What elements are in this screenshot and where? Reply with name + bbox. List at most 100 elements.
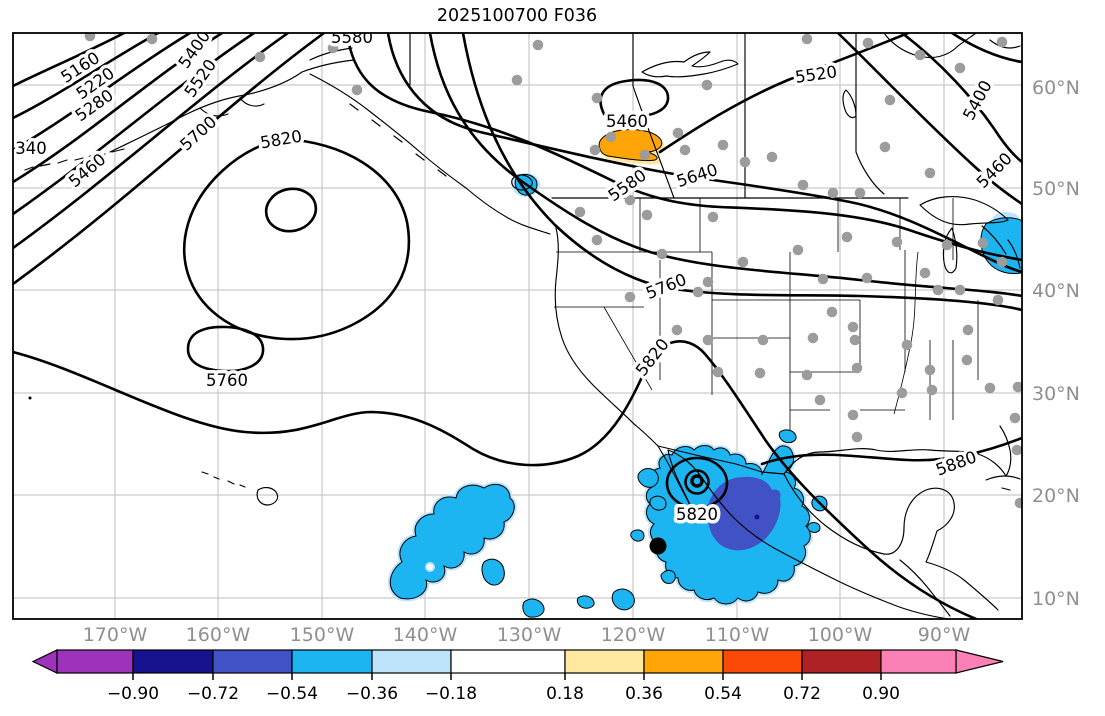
svg-text:5820: 5820 [259, 126, 304, 152]
station-dot [954, 62, 966, 74]
colorbar-segment [371, 649, 452, 674]
station-dot [1014, 497, 1022, 509]
station-dot [861, 272, 873, 284]
station-dot [884, 94, 896, 106]
contour-5280 [13, 33, 192, 152]
station-dot [847, 409, 859, 421]
contour-label: 5640 [671, 156, 724, 194]
station-dot [591, 92, 603, 104]
colorbar-segment [880, 649, 957, 674]
small-speck [28, 396, 32, 400]
colorbar-left-arrow [31, 649, 58, 674]
station-dot [766, 151, 778, 163]
colorbar-tick-label: −0.18 [425, 684, 477, 704]
lon-tick: 110°W [705, 624, 770, 646]
station-dot [532, 39, 544, 51]
contour-label: 5820 [628, 331, 676, 383]
svg-text:340: 340 [15, 139, 47, 158]
coastlines [24, 33, 1021, 619]
contour-label: 5520 [790, 59, 841, 91]
station-dot [919, 267, 931, 279]
contour-5760-low [186, 325, 265, 373]
colorbar-tick-label: 0.18 [546, 684, 584, 704]
station-dot [924, 167, 936, 179]
station-dot [511, 74, 523, 86]
colorbar-tick-label: 0.36 [625, 684, 663, 704]
station-dot [814, 394, 826, 406]
station-dot [589, 144, 601, 156]
station-dot [701, 79, 713, 91]
contour-5460-ne [836, 33, 1022, 206]
lon-tick: 130°W [497, 624, 562, 646]
station-dot [797, 179, 809, 191]
station-dot [84, 33, 96, 42]
contour-label: 5880 [930, 444, 983, 483]
colorbar-tick-label: −0.90 [107, 684, 159, 704]
colorbar-tick-label: −0.54 [266, 684, 318, 704]
station-dot [692, 286, 704, 298]
svg-text:5640: 5640 [674, 160, 720, 191]
contour-5700 [428, 33, 1022, 298]
colorbar-tick-label: 0.72 [783, 684, 821, 704]
station-dot [977, 237, 989, 249]
colorbar-segment [56, 649, 134, 674]
station-dot [757, 334, 769, 346]
lon-tick: 90°W [918, 624, 971, 646]
colorbar-segment [722, 649, 803, 674]
svg-text:5700: 5700 [176, 112, 220, 154]
lon-tick: 140°W [393, 624, 458, 646]
colorbar-tick-label: 0.90 [862, 684, 900, 704]
figure-title: 2025100700 F036 [437, 6, 597, 26]
station-dot [996, 36, 1008, 48]
station-dot [146, 33, 158, 45]
lon-tick: 170°W [83, 624, 148, 646]
station-dot [851, 362, 863, 374]
station-dot [254, 51, 266, 63]
station-dot [1011, 444, 1022, 456]
contour-5160 [13, 33, 126, 88]
station-dot [351, 84, 363, 96]
contour-5340 [13, 33, 224, 184]
station-dot [914, 49, 926, 61]
station-dot [841, 231, 853, 243]
station-dot [1009, 412, 1021, 424]
contour-label: 5700 [173, 109, 224, 158]
height-contours [13, 33, 1022, 619]
contour-label: 340 [13, 136, 50, 162]
lon-tick: 120°W [601, 624, 666, 646]
contour-5820-ridge [182, 137, 411, 341]
station-dot [707, 211, 719, 223]
anomaly-shading [387, 129, 1022, 618]
station-dot [879, 141, 891, 153]
station-dot [847, 321, 859, 333]
state-borders [554, 198, 979, 430]
svg-text:5760: 5760 [206, 371, 248, 390]
negative-anomaly-central-pacific [387, 481, 635, 618]
station-dots [84, 33, 1022, 509]
svg-text:5760: 5760 [643, 270, 689, 303]
contour-5460-low [599, 78, 670, 118]
colorbar-segment [291, 649, 373, 674]
station-dot [702, 276, 714, 288]
contour-label: 5760 [640, 266, 693, 306]
svg-text:5460: 5460 [65, 150, 109, 192]
lat-tick: 30°N [1032, 383, 1080, 405]
lat-tick: 10°N [1032, 588, 1080, 610]
contour-label: 5820 [673, 502, 722, 528]
station-dot [826, 306, 838, 318]
svg-text:5820: 5820 [632, 335, 673, 380]
station-dot [849, 334, 861, 346]
station-dot [656, 248, 668, 260]
station-dot [1012, 381, 1022, 393]
station-dot [862, 37, 874, 49]
contour-5760 [461, 33, 1022, 312]
colorbar-segment [132, 649, 214, 674]
station-dot [624, 194, 636, 206]
svg-text:5820: 5820 [676, 505, 718, 524]
station-dot [992, 294, 1004, 306]
lat-tick: 60°N [1032, 77, 1080, 99]
station-dot [754, 367, 766, 379]
contour-label: 5460 [62, 146, 113, 195]
contour-5820-arch [13, 340, 978, 619]
colorbar-segment [564, 649, 645, 674]
